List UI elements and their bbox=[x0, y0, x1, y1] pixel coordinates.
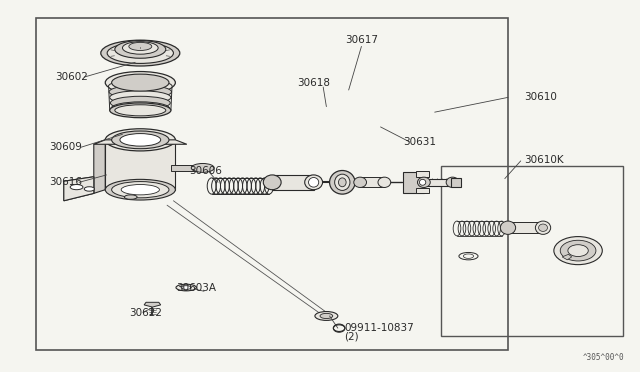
Bar bbox=[272, 175, 314, 190]
Bar bbox=[416, 188, 429, 193]
Text: (2): (2) bbox=[344, 331, 359, 341]
Polygon shape bbox=[64, 177, 94, 201]
Ellipse shape bbox=[419, 179, 426, 185]
Bar bbox=[36, 18, 508, 350]
Bar bbox=[171, 164, 203, 171]
Ellipse shape bbox=[105, 129, 175, 151]
Ellipse shape bbox=[70, 185, 83, 190]
Ellipse shape bbox=[121, 185, 159, 195]
Ellipse shape bbox=[84, 187, 95, 191]
Ellipse shape bbox=[320, 313, 333, 318]
Ellipse shape bbox=[105, 71, 175, 94]
Ellipse shape bbox=[181, 286, 191, 289]
Ellipse shape bbox=[263, 175, 281, 190]
Text: 30610: 30610 bbox=[524, 92, 557, 102]
Ellipse shape bbox=[109, 91, 171, 104]
Text: 30616: 30616 bbox=[49, 177, 82, 187]
Ellipse shape bbox=[107, 43, 173, 63]
Text: 30618: 30618 bbox=[297, 78, 330, 88]
Bar bbox=[403, 172, 424, 193]
Text: 30606: 30606 bbox=[189, 166, 222, 176]
Polygon shape bbox=[64, 177, 94, 201]
Bar bbox=[508, 222, 543, 233]
Ellipse shape bbox=[115, 105, 166, 116]
Text: 30603A: 30603A bbox=[177, 283, 216, 292]
Ellipse shape bbox=[378, 177, 391, 187]
Ellipse shape bbox=[111, 131, 169, 149]
Ellipse shape bbox=[560, 240, 596, 261]
Ellipse shape bbox=[315, 311, 338, 320]
Text: 30622: 30622 bbox=[129, 308, 162, 318]
Ellipse shape bbox=[536, 221, 550, 234]
Ellipse shape bbox=[100, 40, 180, 66]
Ellipse shape bbox=[111, 74, 169, 91]
Bar bbox=[441, 166, 623, 336]
Polygon shape bbox=[105, 140, 175, 190]
Ellipse shape bbox=[446, 177, 459, 187]
Ellipse shape bbox=[110, 96, 170, 110]
Text: 30602: 30602 bbox=[56, 72, 88, 82]
Ellipse shape bbox=[105, 179, 175, 200]
Ellipse shape bbox=[115, 41, 166, 58]
Ellipse shape bbox=[335, 174, 350, 190]
Ellipse shape bbox=[109, 103, 171, 118]
Ellipse shape bbox=[568, 245, 588, 257]
Ellipse shape bbox=[417, 177, 430, 187]
Ellipse shape bbox=[111, 182, 169, 198]
Ellipse shape bbox=[500, 221, 516, 234]
Polygon shape bbox=[94, 140, 105, 193]
Bar bbox=[360, 177, 385, 187]
Ellipse shape bbox=[330, 170, 355, 194]
Ellipse shape bbox=[308, 177, 319, 187]
Text: 30610K: 30610K bbox=[524, 155, 564, 165]
Ellipse shape bbox=[129, 42, 152, 51]
Ellipse shape bbox=[191, 163, 214, 172]
Text: 09911-10837: 09911-10837 bbox=[344, 323, 414, 333]
Text: 30609: 30609 bbox=[49, 142, 82, 152]
Ellipse shape bbox=[124, 195, 137, 199]
Ellipse shape bbox=[111, 102, 170, 115]
Ellipse shape bbox=[120, 134, 161, 146]
Ellipse shape bbox=[305, 175, 323, 190]
Bar bbox=[424, 179, 452, 186]
Ellipse shape bbox=[122, 42, 158, 54]
Polygon shape bbox=[94, 140, 187, 144]
Ellipse shape bbox=[354, 177, 367, 187]
Polygon shape bbox=[144, 302, 161, 307]
Text: ^305^00^0: ^305^00^0 bbox=[583, 353, 625, 362]
Ellipse shape bbox=[554, 237, 602, 264]
Ellipse shape bbox=[176, 284, 196, 291]
Ellipse shape bbox=[109, 85, 172, 99]
Bar bbox=[451, 178, 461, 187]
Ellipse shape bbox=[539, 224, 547, 231]
Text: 30617: 30617 bbox=[345, 35, 378, 45]
Ellipse shape bbox=[339, 178, 346, 187]
Polygon shape bbox=[562, 254, 572, 260]
Text: 30631: 30631 bbox=[403, 137, 436, 147]
Bar bbox=[416, 171, 429, 177]
Ellipse shape bbox=[108, 80, 172, 93]
